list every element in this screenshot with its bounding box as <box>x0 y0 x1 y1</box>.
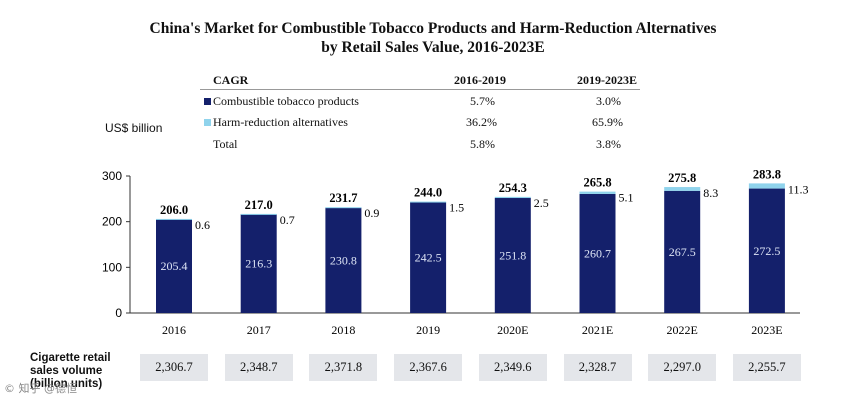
bar-combustible-label: 251.8 <box>499 249 526 263</box>
x-tick-label: 2017 <box>247 323 271 337</box>
watermark: © 知乎 @德恒 <box>4 382 77 395</box>
bar-harm-label: 0.7 <box>280 213 295 227</box>
bar-total-label: 206.0 <box>160 203 188 217</box>
cagr-divider <box>200 89 640 90</box>
volume-title-line: sales volume <box>30 365 103 377</box>
bar-harm-reduction <box>579 191 616 194</box>
bar-harm-label: 11.3 <box>788 182 809 196</box>
bar-total-label: 231.7 <box>329 191 357 205</box>
bar-combustible-label: 205.4 <box>161 259 188 273</box>
cagr-row-label: Combustible tobacco products <box>213 94 359 108</box>
cagr-row-value: 65.9% <box>592 115 623 129</box>
bar-harm-label: 0.9 <box>364 206 379 220</box>
cagr-header: CAGR <box>213 73 249 87</box>
bar-combustible <box>494 198 531 313</box>
y-tick-label: 300 <box>102 169 122 183</box>
volume-value: 2,371.8 <box>309 354 378 381</box>
cagr-row-value: 36.2% <box>466 115 497 129</box>
chart-title-line2: by Retail Sales Value, 2016-2023E <box>321 39 545 56</box>
volume-value: 2,255.7 <box>732 354 801 381</box>
bar-harm-reduction <box>664 187 701 191</box>
bar-combustible-label: 267.5 <box>669 245 696 259</box>
volume-value: 2,349.6 <box>478 354 547 381</box>
chart-title-line1: China's Market for Combustible Tobacco P… <box>149 20 717 37</box>
bar-combustible <box>240 214 277 313</box>
bar-combustible <box>579 193 616 313</box>
volume-value: 2,306.7 <box>140 354 208 381</box>
y-tick-label: 200 <box>102 215 122 229</box>
bar-total-label: 265.8 <box>583 176 611 190</box>
bar-combustible-label: 242.5 <box>415 251 442 265</box>
bar-total-label: 244.0 <box>414 186 442 200</box>
volume-title-line: (billion units) <box>30 378 103 390</box>
bar-combustible-label: 230.8 <box>330 253 357 267</box>
bar-harm-reduction <box>410 201 447 203</box>
x-tick-label: 2021E <box>582 323 613 337</box>
x-tick-label: 2019 <box>416 323 440 337</box>
x-tick-label: 2023E <box>751 323 782 337</box>
bar-combustible <box>748 188 785 313</box>
bar-harm-reduction <box>325 207 362 209</box>
bar-harm-label: 1.5 <box>449 201 464 215</box>
bar-combustible-label: 260.7 <box>584 246 611 260</box>
bar-total-label: 275.8 <box>668 171 696 185</box>
bar-combustible <box>325 207 362 313</box>
cagr-col2-header: 2019-2023E <box>577 73 637 87</box>
volume-value: 2,348.7 <box>224 354 293 381</box>
x-tick-label: 2018 <box>331 323 355 337</box>
y-tick-label: 100 <box>102 260 122 274</box>
volume-value: 2,297.0 <box>648 354 717 381</box>
bar-harm-label: 5.1 <box>619 191 634 205</box>
bar-combustible <box>664 190 701 313</box>
cagr-row-label: Harm-reduction alternatives <box>213 115 348 129</box>
bar-combustible <box>410 202 447 313</box>
legend-harm-swatch <box>204 119 211 126</box>
bar-harm-label: 8.3 <box>703 186 718 200</box>
bar-harm-label: 2.5 <box>534 196 549 210</box>
volume-title-line: Cigarette retail <box>30 352 111 364</box>
bar-total-label: 217.0 <box>245 198 273 212</box>
cagr-row-label: Total <box>213 137 238 151</box>
cagr-row-value: 5.7% <box>470 94 495 108</box>
volume-title: Cigarette retail sales volume (billion u… <box>30 352 111 391</box>
y-axis-unit-label: US$ billion <box>105 121 163 135</box>
x-tick-label: 2020E <box>497 323 528 337</box>
bar-harm-reduction <box>748 183 785 189</box>
bar-harm-reduction <box>494 196 531 199</box>
cagr-row-value: 3.0% <box>596 94 621 108</box>
legend-combustible-swatch <box>204 98 211 105</box>
y-tick-label: 0 <box>115 306 122 320</box>
bar-harm-reduction <box>240 213 277 215</box>
bar-combustible <box>156 219 192 313</box>
volume-value: 2,328.7 <box>563 354 632 381</box>
bar-harm-label: 0.6 <box>195 218 210 232</box>
bar-total-label: 254.3 <box>499 181 527 195</box>
volume-value: 2,367.6 <box>394 354 463 381</box>
x-tick-label: 2016 <box>162 323 186 337</box>
cagr-col1-header: 2016-2019 <box>454 73 506 87</box>
x-tick-label: 2022E <box>667 323 698 337</box>
bar-total-label: 283.8 <box>753 167 781 181</box>
cagr-row-value: 5.8% <box>470 137 495 151</box>
bar-combustible-label: 272.5 <box>753 244 780 258</box>
bar-combustible-label: 216.3 <box>245 257 272 271</box>
bar-harm-reduction <box>156 218 192 220</box>
cagr-row-value: 3.8% <box>596 137 621 151</box>
